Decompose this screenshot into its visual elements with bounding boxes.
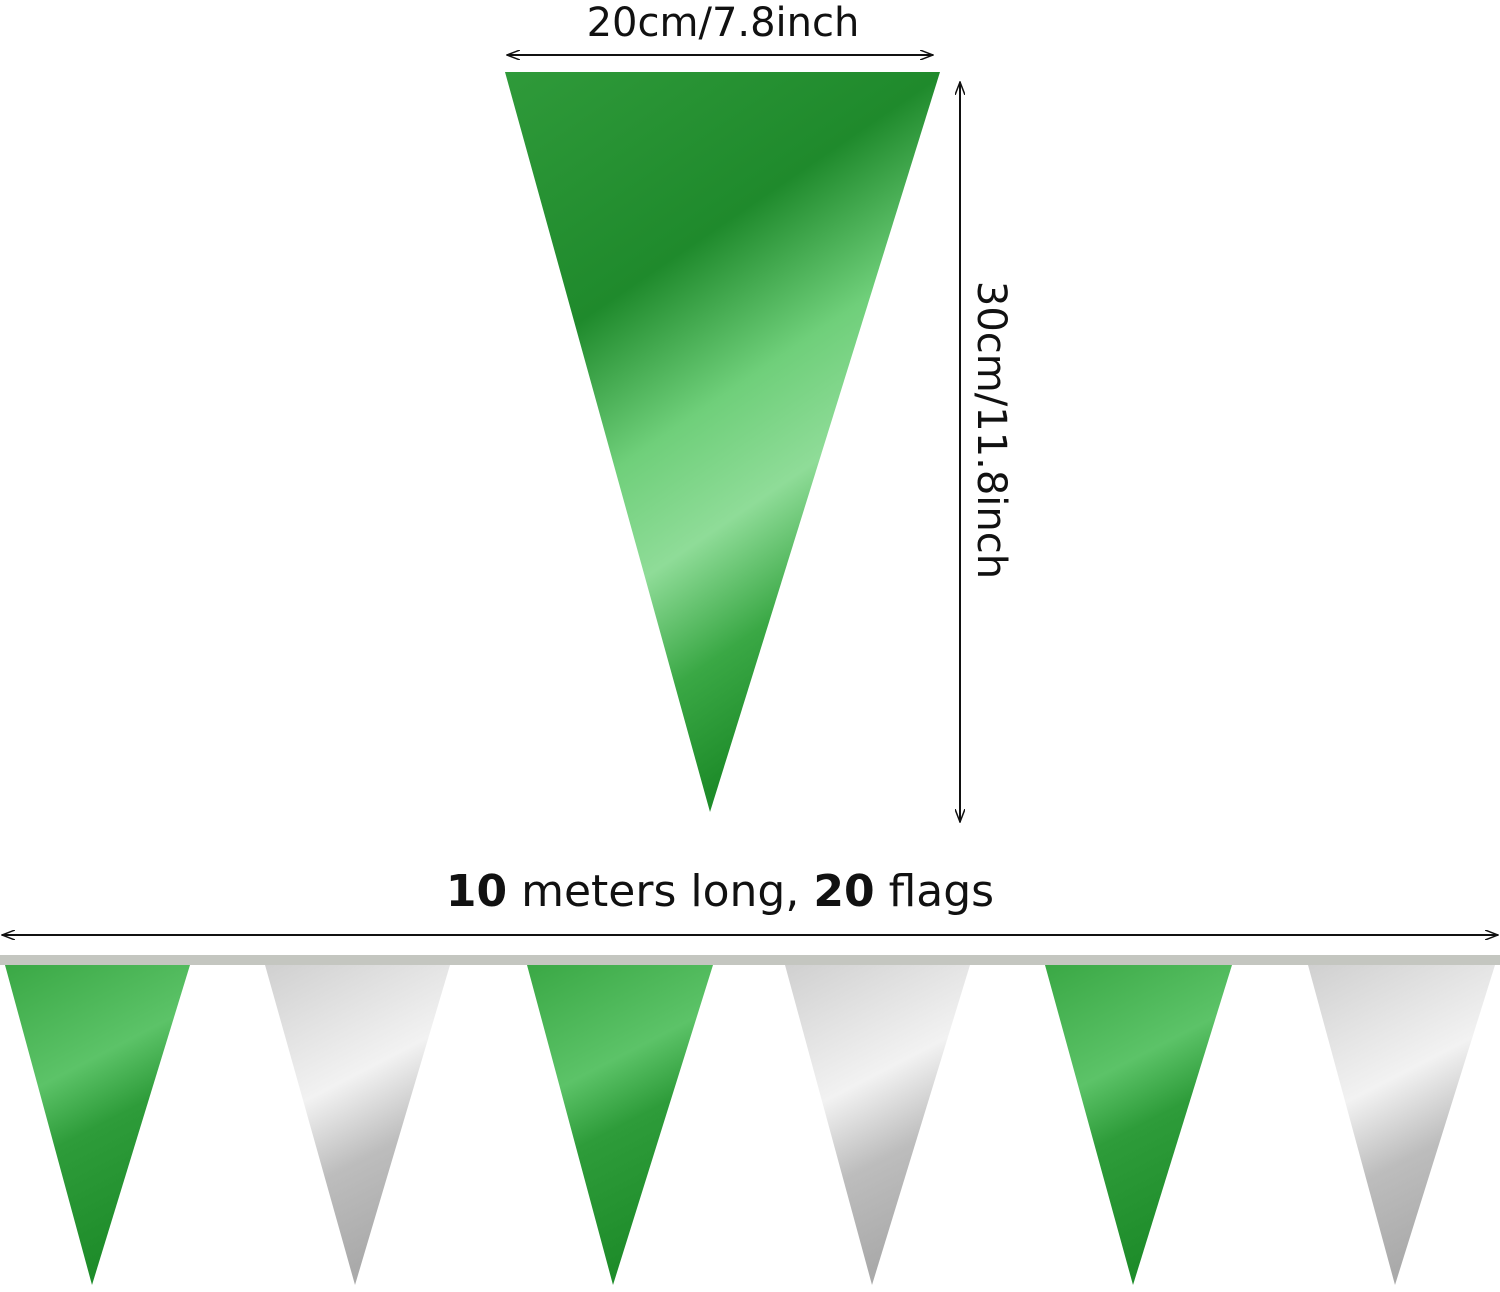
flag	[5, 965, 190, 1285]
flag-text: flags	[889, 866, 995, 917]
length-number: 10	[446, 866, 507, 917]
flag-count: 20	[813, 866, 874, 917]
flag	[265, 965, 450, 1285]
length-text: meters long,	[521, 866, 799, 917]
flag	[1045, 965, 1232, 1285]
flag	[785, 965, 970, 1285]
rope	[0, 955, 1500, 965]
width-label: 20cm/7.8inch	[587, 0, 860, 46]
flag	[527, 965, 713, 1285]
length-label: 10 meters long, 20 flags	[446, 866, 994, 917]
flag	[505, 72, 940, 812]
flag	[1308, 965, 1495, 1285]
height-label: 30cm/11.8inch	[968, 281, 1014, 579]
